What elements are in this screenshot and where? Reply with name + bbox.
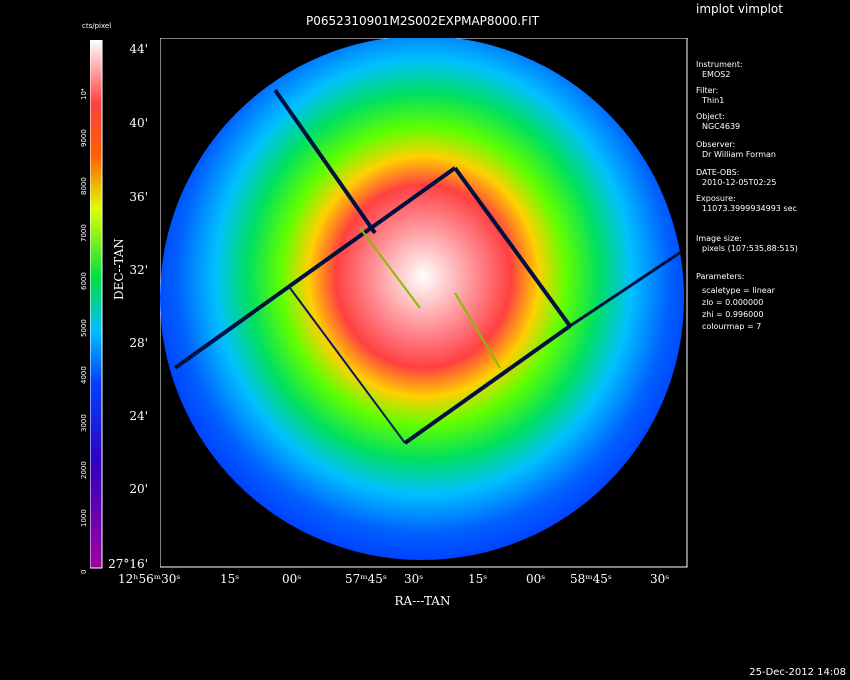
x-tick-label: 00ˢ bbox=[526, 572, 546, 586]
x-tick-label: 57ᵐ45ˢ bbox=[345, 572, 387, 586]
app-title: implot vimplot bbox=[696, 2, 783, 16]
timestamp: 25-Dec-2012 14:08 bbox=[749, 667, 846, 678]
info-size-label: Image size: bbox=[696, 234, 742, 243]
colorbar-unit-label: cts/pixel bbox=[82, 22, 112, 30]
colorbar-tick-label: 10⁴ bbox=[80, 88, 88, 100]
info-filter-value: Thin1 bbox=[702, 96, 725, 105]
x-tick-label: 15ˢ bbox=[220, 572, 240, 586]
colorbar-tick-label: 1000 bbox=[80, 508, 88, 527]
image-title: P0652310901M2S002EXPMAP8000.FIT bbox=[305, 14, 540, 28]
y-tick-label: 32' bbox=[129, 263, 148, 277]
y-tick-label: 28' bbox=[129, 336, 148, 350]
colorbar-tick-label: 9000 bbox=[80, 129, 88, 148]
info-exposure-label: Exposure: bbox=[696, 194, 736, 203]
info-filter: Filter: Thin1 bbox=[696, 86, 724, 106]
info-observer: Observer: Dr William Forman bbox=[696, 140, 776, 160]
x-tick-label: 15ˢ bbox=[468, 572, 488, 586]
info-date: DATE-OBS: 2010-12-05T02:25 bbox=[696, 168, 776, 188]
y-tick-label: 24' bbox=[129, 409, 148, 423]
y-tick-label: 36' bbox=[129, 190, 148, 204]
info-object-value: NGC4639 bbox=[702, 122, 741, 131]
info-date-value: 2010-12-05T02:25 bbox=[702, 178, 777, 187]
colorbar-tick-label: 7000 bbox=[80, 224, 88, 243]
colorbar-tick-label: 8000 bbox=[80, 176, 88, 195]
info-colourmap: colourmap = 7 bbox=[702, 322, 762, 331]
info-object-label: Object: bbox=[696, 112, 725, 121]
colorbar-tick-label: 2000 bbox=[80, 461, 88, 480]
plot-area[interactable] bbox=[160, 38, 688, 568]
info-scaletype: scaletype = linear bbox=[702, 286, 775, 295]
info-exposure: Exposure: 11073.3999934993 sec bbox=[696, 194, 797, 214]
x-tick-label: 30ˢ bbox=[650, 572, 670, 586]
info-parameters: Parameters: scaletype = linear zlo = 0.0… bbox=[696, 272, 775, 332]
info-exposure-value: 11073.3999934993 sec bbox=[702, 204, 797, 213]
info-zlo: zlo = 0.000000 bbox=[702, 298, 764, 307]
info-instrument: Instrument: EMOS2 bbox=[696, 60, 743, 80]
info-instrument-value: EMOS2 bbox=[702, 70, 731, 79]
colorbar-tick-label: 6000 bbox=[80, 271, 88, 290]
info-date-label: DATE-OBS: bbox=[696, 168, 740, 177]
colorbar-tick-label: 4000 bbox=[80, 366, 88, 385]
x-tick-label: 00ˢ bbox=[282, 572, 302, 586]
info-observer-value: Dr William Forman bbox=[702, 150, 776, 159]
y-tick-label: 44' bbox=[129, 42, 148, 56]
info-size-value: pixels (107:535,88:515) bbox=[702, 244, 798, 253]
info-object: Object: NGC4639 bbox=[696, 112, 740, 132]
x-tick-label: 12ʰ56ᵐ30ˢ bbox=[118, 572, 181, 586]
colorbar-tick-label: 0 bbox=[80, 569, 88, 574]
info-params-label: Parameters: bbox=[696, 272, 745, 281]
info-instrument-label: Instrument: bbox=[696, 60, 743, 69]
exposure-map-image bbox=[160, 38, 684, 560]
y-tick-label: 40' bbox=[129, 116, 148, 130]
x-tick-label: 58ᵐ45ˢ bbox=[570, 572, 612, 586]
colorbar-tick-label: 3000 bbox=[80, 413, 88, 432]
x-tick-label: 30ˢ bbox=[404, 572, 424, 586]
x-axis-label: RA---TAN bbox=[394, 594, 451, 608]
y-tick-label: 27°16' bbox=[108, 557, 148, 571]
colorbar bbox=[90, 40, 103, 569]
info-observer-label: Observer: bbox=[696, 140, 736, 149]
y-tick-label: 20' bbox=[129, 482, 148, 496]
info-size: Image size: pixels (107:535,88:515) bbox=[696, 234, 798, 254]
info-zhi: zhi = 0.996000 bbox=[702, 310, 764, 319]
info-filter-label: Filter: bbox=[696, 86, 719, 95]
colorbar-tick-label: 5000 bbox=[80, 319, 88, 337]
